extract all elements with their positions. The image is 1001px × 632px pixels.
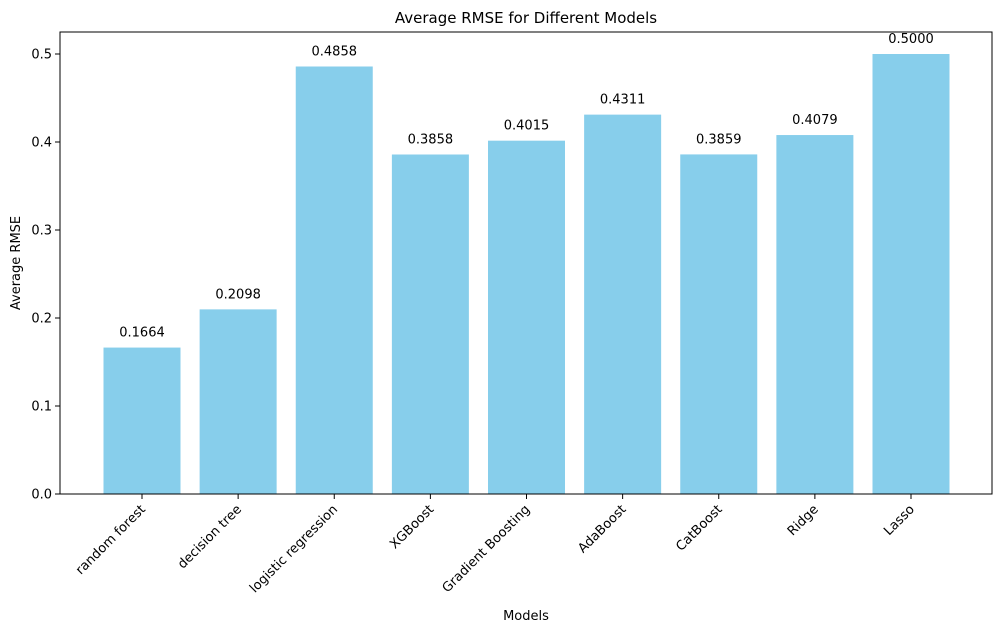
y-tick-label: 0.0 (31, 488, 52, 503)
bars-group (103, 54, 950, 495)
bar-value-label: 0.3859 (696, 132, 742, 147)
bar-value-label: 0.4079 (792, 113, 838, 128)
bar-value-label: 0.2098 (215, 287, 261, 302)
x-tick-label: Lasso (881, 502, 918, 539)
x-tick-label: random forest (73, 502, 149, 578)
x-tick-label: Ridge (785, 502, 822, 539)
bar (488, 140, 565, 494)
y-tick-label: 0.5 (31, 48, 52, 63)
bar-value-label: 0.4015 (504, 119, 550, 134)
y-tick-label: 0.4 (31, 136, 52, 151)
bar (872, 54, 950, 494)
x-tick-label: XGBoost (387, 502, 437, 552)
bar-value-label: 0.3858 (408, 133, 454, 148)
x-axis-label: Models (503, 609, 549, 624)
y-tick-label: 0.2 (31, 312, 52, 327)
y-axis: 0.0 0.1 0.2 0.3 0.4 0.5 (31, 48, 60, 503)
y-axis-label: Average RMSE (9, 216, 24, 310)
bar-value-label: 0.5000 (888, 32, 934, 47)
bar (776, 135, 854, 495)
bar-value-label: 0.4311 (600, 93, 646, 108)
y-tick-label: 0.1 (31, 400, 52, 415)
x-tick-label: Gradient Boosting (440, 502, 534, 596)
x-tick-label: logistic regression (247, 502, 341, 596)
x-tick-label: AdaBoost (575, 502, 629, 556)
chart-title: Average RMSE for Different Models (395, 9, 657, 27)
x-tick-label: decision tree (175, 502, 245, 572)
plot-frame (59, 31, 993, 495)
x-tick-label: CatBoost (673, 502, 725, 554)
bar (199, 309, 277, 494)
bar (680, 154, 758, 494)
y-tick-label: 0.3 (31, 224, 52, 239)
data-labels-group: 0.1664 0.2098 0.4858 0.3858 0.4015 0.4311 0.38… (119, 32, 934, 341)
x-axis: random forest decision tree logistic regre… (73, 494, 918, 596)
bar-value-label: 0.4858 (312, 45, 358, 60)
bar-value-label: 0.1664 (119, 326, 165, 341)
bar (295, 66, 373, 494)
bar (584, 114, 662, 494)
bar (391, 154, 469, 494)
bar (103, 347, 181, 494)
